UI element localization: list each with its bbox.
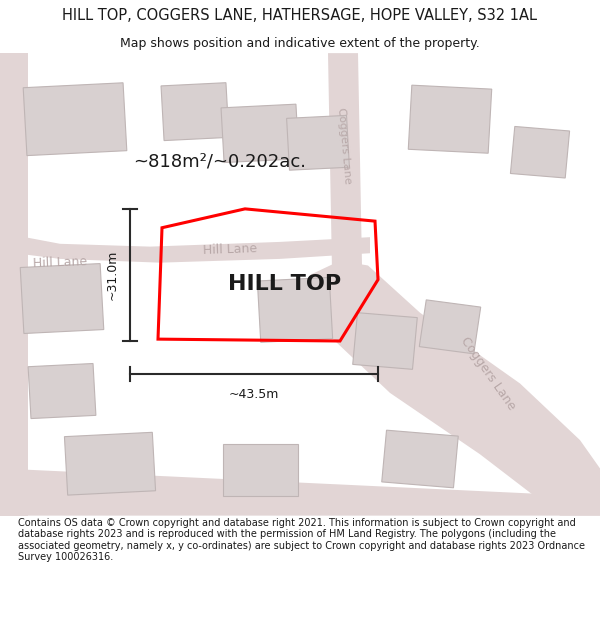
Polygon shape — [0, 468, 600, 516]
Text: Contains OS data © Crown copyright and database right 2021. This information is : Contains OS data © Crown copyright and d… — [18, 518, 585, 562]
Polygon shape — [419, 300, 481, 354]
Polygon shape — [300, 261, 600, 516]
Polygon shape — [287, 116, 349, 170]
Text: Map shows position and indicative extent of the property.: Map shows position and indicative extent… — [120, 37, 480, 50]
Polygon shape — [64, 432, 155, 495]
Polygon shape — [408, 85, 492, 153]
Text: Coggers Lane: Coggers Lane — [335, 107, 352, 184]
Text: ~43.5m: ~43.5m — [229, 388, 279, 401]
Text: ~818m²/~0.202ac.: ~818m²/~0.202ac. — [133, 152, 307, 171]
Polygon shape — [221, 104, 299, 162]
Polygon shape — [0, 53, 28, 516]
Polygon shape — [20, 264, 104, 334]
Text: HILL TOP: HILL TOP — [229, 274, 341, 294]
Polygon shape — [328, 53, 362, 270]
Polygon shape — [23, 82, 127, 156]
Polygon shape — [382, 430, 458, 488]
Text: HILL TOP, COGGERS LANE, HATHERSAGE, HOPE VALLEY, S32 1AL: HILL TOP, COGGERS LANE, HATHERSAGE, HOPE… — [62, 8, 538, 23]
Text: ~31.0m: ~31.0m — [106, 250, 119, 300]
Polygon shape — [0, 232, 370, 262]
Polygon shape — [223, 444, 298, 496]
Polygon shape — [257, 278, 332, 342]
Text: Hill Lane: Hill Lane — [32, 255, 88, 270]
Text: Hill Lane: Hill Lane — [203, 242, 257, 257]
Polygon shape — [161, 82, 229, 141]
Polygon shape — [28, 364, 96, 419]
Polygon shape — [511, 126, 569, 178]
Text: Coggers Lane: Coggers Lane — [458, 335, 518, 413]
Polygon shape — [353, 312, 417, 369]
